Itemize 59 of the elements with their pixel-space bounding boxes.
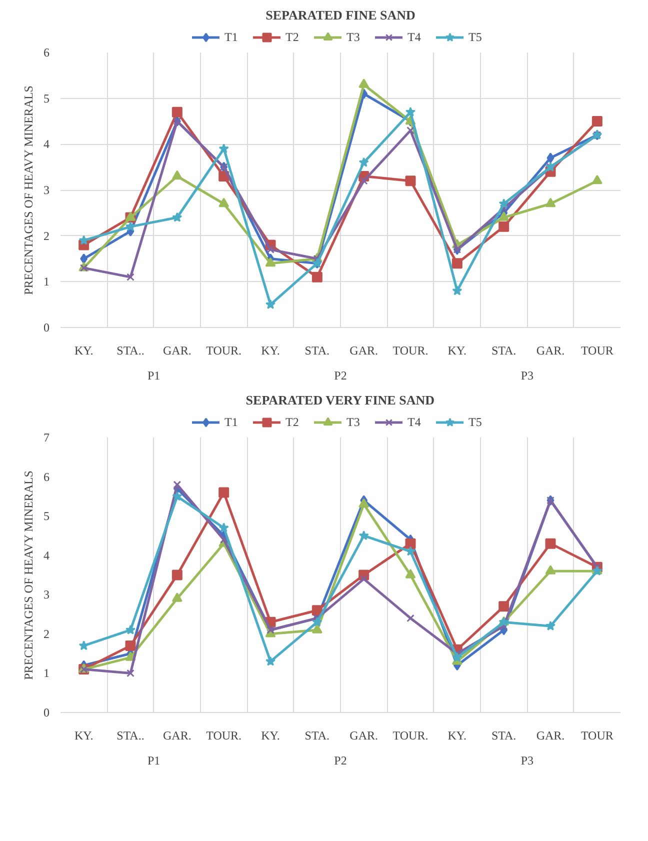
y-tick-label: 6 <box>44 46 50 60</box>
legend-label: T5 <box>468 414 483 430</box>
legend-label: T2 <box>286 414 300 430</box>
x-tick-label: KY. <box>74 344 94 358</box>
y-tick-label: 3 <box>44 183 50 197</box>
text: P3 <box>520 368 534 382</box>
x-tick-label: STA. <box>304 344 330 358</box>
y-axis-title: PRECENTAGES OF HEAVY MINERALS <box>22 470 36 680</box>
x-tick-label: STA.. <box>116 728 144 742</box>
legend-label: T3 <box>346 414 361 430</box>
legend-label: T3 <box>346 30 361 44</box>
y-tick-label: 4 <box>44 137 50 152</box>
y-tick-label: 6 <box>44 470 50 484</box>
text: P1 <box>147 368 160 382</box>
legend-label: T1 <box>224 414 239 430</box>
legend-label: T4 <box>408 414 422 430</box>
x-tick-label: TOUR. <box>392 728 428 742</box>
y-tick-label: 0 <box>44 320 50 334</box>
x-tick-label: GAR. <box>536 344 565 358</box>
text: P1 <box>147 754 160 768</box>
x-tick-label: KY. <box>74 728 94 742</box>
y-axis-title: PRECENTAGES OF HEAVY MINERALS <box>22 86 36 295</box>
y-tick-label: 1 <box>44 274 50 289</box>
x-tick-label: KY. <box>448 344 467 358</box>
x-tick-label: KY. <box>261 728 280 742</box>
x-tick-label: KY. <box>448 728 467 742</box>
y-tick-label: 0 <box>44 706 50 720</box>
y-tick-label: 2 <box>44 228 50 243</box>
x-tick-label: GAR. <box>350 728 378 742</box>
x-tick-label: GAR. <box>163 344 192 358</box>
x-tick-label: STA. <box>304 728 330 742</box>
y-tick-label: 3 <box>44 588 50 602</box>
y-tick-label: 5 <box>44 509 50 524</box>
x-tick-label: TOUR. <box>206 728 242 742</box>
y-tick-label: 4 <box>44 548 50 562</box>
text: P2 <box>334 754 347 768</box>
x-tick-label: GAR. <box>163 728 192 742</box>
y-tick-label: 2 <box>44 626 50 641</box>
x-tick-label: KY. <box>261 344 280 358</box>
chart-title: SEPARATED FINE SAND <box>266 8 416 22</box>
text: P2 <box>334 368 347 382</box>
y-tick-label: 1 <box>44 666 50 680</box>
x-tick-label: STA.. <box>116 344 144 358</box>
x-tick-label: TOUR. <box>392 344 428 358</box>
x-tick-label: STA. <box>491 728 516 742</box>
x-tick-label: TOUR <box>580 344 614 358</box>
legend-label: T1 <box>224 30 239 44</box>
x-tick-label: GAR. <box>350 344 378 358</box>
x-tick-label: STA. <box>491 344 516 358</box>
x-tick-label: TOUR <box>580 728 614 742</box>
legend-label: T5 <box>468 30 483 44</box>
y-tick-label: 5 <box>44 91 50 106</box>
text: P3 <box>520 754 534 768</box>
y-tick-label: 7 <box>44 430 50 444</box>
x-tick-label: TOUR. <box>206 344 242 358</box>
chart-title: SEPARATED VERY FINE SAND <box>246 392 434 408</box>
legend-label: T4 <box>408 30 422 44</box>
x-tick-label: GAR. <box>536 728 565 742</box>
legend-label: T2 <box>286 30 300 44</box>
